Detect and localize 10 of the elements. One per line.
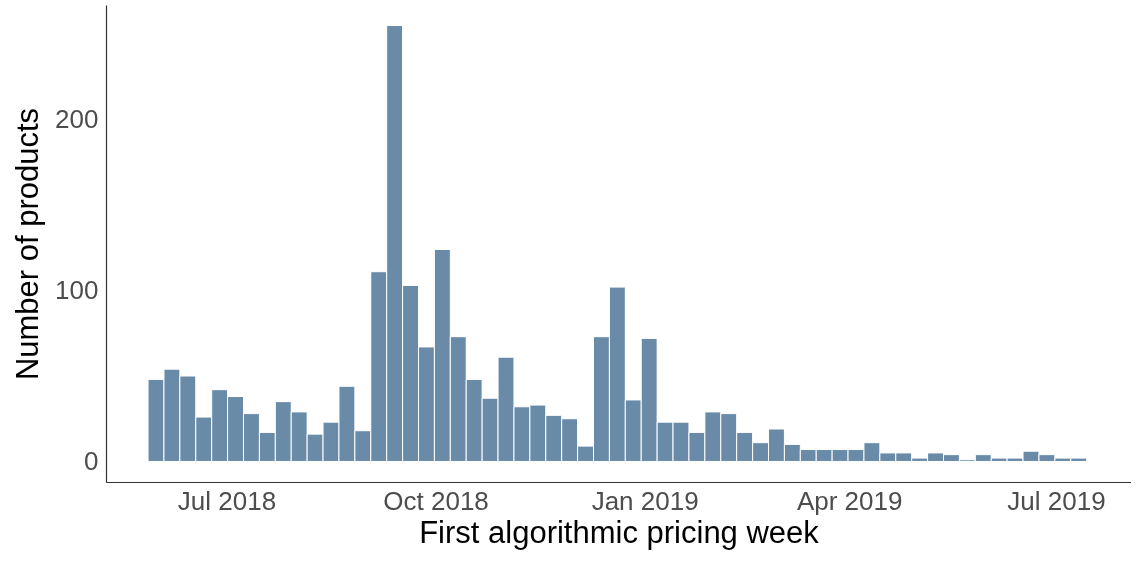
x-axis-title: First algorithmic pricing week [419,514,820,550]
x-tick-label: Jul 2018 [177,485,277,516]
y-tick-label: 0 [84,445,99,476]
y-axis-title: Number of products [10,107,46,381]
x-tick-label: Oct 2018 [383,485,489,516]
x-tick-label: Apr 2019 [796,485,903,516]
x-tick-label: Jan 2019 [591,485,699,516]
y-tick-label: 200 [55,104,99,135]
y-tick-label: 100 [55,275,99,306]
x-tick-label: Jul 2019 [1007,485,1106,516]
